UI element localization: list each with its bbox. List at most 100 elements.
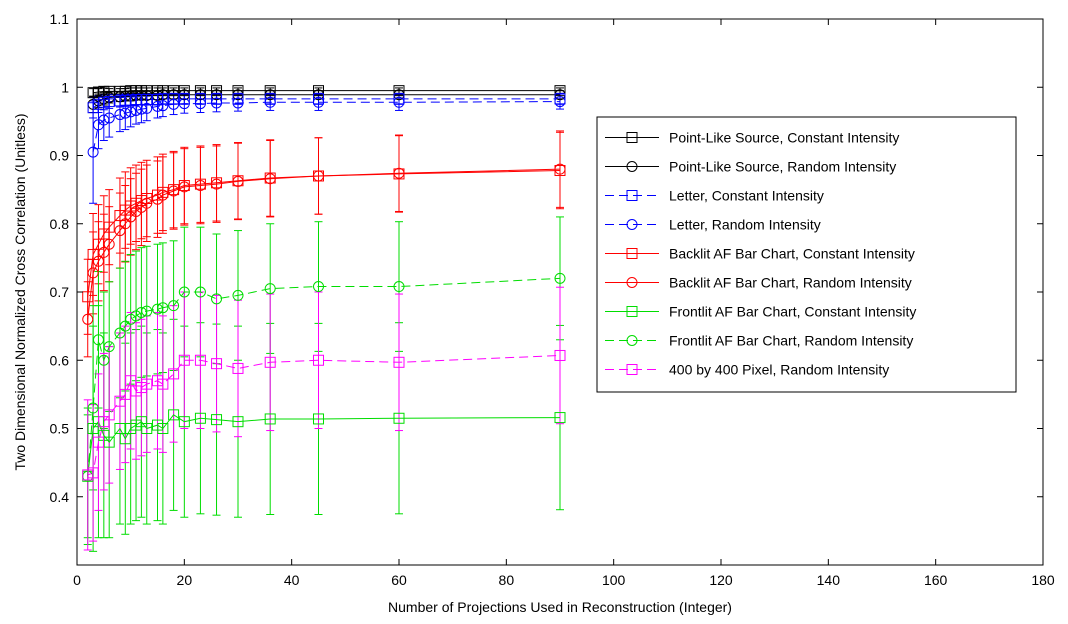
backlit-af-bar-chart-constant-intensity-data-point	[82, 291, 94, 303]
backlit-af-bar-chart-random-intensity-data-point	[87, 267, 99, 279]
legend-item-point-like-source-constant-intensity: Point-Like Source, Constant Intensity	[605, 130, 899, 146]
backlit-af-bar-chart-random-intensity-data-point	[119, 218, 131, 230]
frontlit-af-bar-chart-random-intensity-data-point	[119, 320, 131, 332]
backlit-af-bar-chart-constant-intensity-data-point	[141, 192, 153, 204]
legend-item-backlit-af-bar-chart-constant-intensity: Backlit AF Bar Chart, Constant Intensity	[605, 246, 915, 262]
letter-random-intensity-data-point	[119, 107, 131, 119]
frontlit-af-bar-chart-random-intensity-data-point	[178, 286, 190, 298]
y-axis-label: Two Dimensional Normalized Cross Correla…	[12, 113, 28, 470]
frontlit-af-bar-chart-constant-intensity-data-point	[211, 414, 223, 426]
letter-random-intensity-data-point	[141, 102, 153, 114]
backlit-af-bar-chart-random-intensity-data-point	[98, 246, 110, 258]
frontlit-af-bar-chart-random-intensity-data-point	[141, 305, 153, 317]
frontlit-af-bar-chart-random-intensity-data-point	[194, 286, 206, 298]
legend-label: Point-Like Source, Random Intensity	[669, 159, 896, 175]
letter-random-intensity-data-point	[232, 97, 244, 109]
400-by-400-pixel-random-intensity-data-point	[313, 354, 324, 366]
legend-marker-swatch	[626, 277, 638, 288]
letter-constant-intensity-data-point	[168, 93, 180, 105]
letter-constant-intensity-data-point	[232, 93, 244, 105]
x-tick-label: 180	[1031, 572, 1055, 588]
letter-random-intensity-data-point	[393, 96, 405, 108]
letter-constant-intensity-data-point	[393, 93, 405, 105]
frontlit-af-bar-chart-random-intensity-data-point	[554, 272, 566, 284]
legend: Point-Like Source, Constant Intensity Poi…	[596, 116, 1017, 393]
frontlit-af-bar-chart-constant-intensity-data-point	[393, 412, 405, 424]
letter-random-intensity-data-point	[152, 100, 163, 112]
series-markers	[82, 85, 566, 482]
legend-marker-swatch	[626, 248, 638, 259]
frontlit-af-bar-chart-random-intensity-data-point	[103, 341, 115, 353]
400-by-400-pixel-random-intensity-data-point	[103, 409, 115, 421]
legend-label: Point-Like Source, Constant Intensity	[669, 130, 899, 146]
400-by-400-pixel-random-intensity-data-point	[168, 368, 180, 380]
legend-marker-swatch	[626, 161, 638, 172]
y-tick-label: 0.5	[50, 421, 70, 437]
frontlit-af-bar-chart-constant-intensity-data-point	[194, 412, 206, 424]
frontlit-af-bar-chart-random-intensity-data-point	[114, 327, 126, 339]
backlit-af-bar-chart-random-intensity-data-point	[82, 313, 94, 325]
400-by-400-pixel-random-intensity-data-point	[141, 378, 153, 390]
400-by-400-pixel-random-intensity-data-point	[264, 356, 276, 368]
backlit-af-bar-chart-random-intensity-data-point	[554, 163, 566, 175]
400-by-400-pixel-random-intensity-data-point	[87, 467, 99, 479]
letter-random-intensity-data-point	[168, 98, 180, 110]
letter-constant-intensity-data-point	[157, 93, 169, 105]
letter-constant-intensity-data-point	[194, 93, 206, 105]
backlit-af-bar-chart-random-intensity-data-point	[232, 175, 244, 187]
y-tick-label: 0.6	[50, 352, 70, 368]
backlit-af-bar-chart-random-intensity-data-point	[141, 197, 153, 209]
legend-marker-swatch	[626, 219, 638, 230]
legend-marker-swatch	[626, 190, 638, 201]
letter-constant-intensity-data-point	[313, 93, 324, 105]
frontlit-af-bar-chart-random-intensity-data-point	[157, 302, 169, 314]
x-tick-label: 40	[284, 572, 300, 588]
legend-marker-swatch	[626, 364, 638, 375]
400-by-400-pixel-random-intensity-data-point	[92, 436, 104, 448]
frontlit-af-bar-chart-random-intensity-data-point	[232, 289, 244, 301]
backlit-af-bar-chart-random-intensity-data-point	[194, 180, 206, 192]
backlit-af-bar-chart-random-intensity-data-point	[114, 225, 126, 237]
frontlit-af-bar-chart-random-intensity-data-point	[130, 310, 142, 322]
legend-item-letter-random-intensity: Letter, Random Intensity	[605, 217, 821, 233]
letter-random-intensity-data-point	[178, 98, 190, 110]
x-tick-label: 140	[817, 572, 841, 588]
frontlit-af-bar-chart-constant-intensity-data-point	[313, 413, 324, 425]
400-by-400-pixel-random-intensity-data-point	[157, 378, 169, 390]
point-like-source-constant-intensity-data-point	[264, 85, 276, 97]
legend-label: Letter, Random Intensity	[669, 217, 821, 233]
400-by-400-pixel-random-intensity-line	[87, 354, 561, 476]
legend-item-point-like-source-random-intensity: Point-Like Source, Random Intensity	[605, 159, 896, 175]
x-tick-label: 100	[602, 572, 626, 588]
legend-box	[596, 116, 1017, 393]
letter-random-intensity-data-point	[87, 146, 99, 158]
legend-item-frontlit-af-bar-chart-constant-intensity: Frontlit AF Bar Chart, Constant Intensit…	[605, 304, 916, 320]
legend-label: 400 by 400 Pixel, Random Intensity	[669, 362, 889, 378]
letter-random-intensity-data-point	[157, 100, 169, 112]
frontlit-af-bar-chart-constant-intensity-data-point	[103, 436, 115, 448]
y-tick-label: 0.4	[50, 489, 70, 505]
y-tick-label: 0.9	[50, 148, 70, 164]
legend-marker-swatch	[626, 306, 638, 317]
letter-random-intensity-data-point	[135, 103, 147, 115]
letter-random-intensity-data-point	[554, 96, 566, 108]
x-tick-label: 60	[391, 572, 407, 588]
letter-random-intensity-data-point	[194, 98, 206, 110]
x-tick-label: 160	[924, 572, 948, 588]
point-like-source-constant-intensity-data-point	[178, 85, 190, 97]
backlit-af-bar-chart-random-intensity-data-point	[168, 185, 180, 197]
backlit-af-bar-chart-random-intensity-data-point	[92, 255, 104, 267]
backlit-af-bar-chart-random-intensity-data-point	[313, 170, 324, 182]
legend-label: Frontlit AF Bar Chart, Constant Intensit…	[669, 304, 916, 320]
frontlit-af-bar-chart-constant-intensity-data-point	[554, 412, 566, 424]
letter-random-intensity-data-point	[103, 112, 115, 124]
backlit-af-bar-chart-random-intensity-data-point	[103, 238, 115, 250]
400-by-400-pixel-random-intensity-data-point	[178, 354, 190, 366]
x-tick-label: 120	[709, 572, 733, 588]
legend-item-letter-constant-intensity: Letter, Constant Intensity	[605, 188, 824, 204]
letter-random-intensity-data-point	[98, 114, 110, 126]
legend-item-400-by-400-pixel-random-intensity: 400 by 400 Pixel, Random Intensity	[605, 362, 889, 378]
letter-random-intensity-data-point	[211, 97, 223, 109]
frontlit-af-bar-chart-constant-intensity-data-point	[168, 409, 180, 421]
point-like-source-constant-intensity-data-point	[211, 85, 223, 97]
